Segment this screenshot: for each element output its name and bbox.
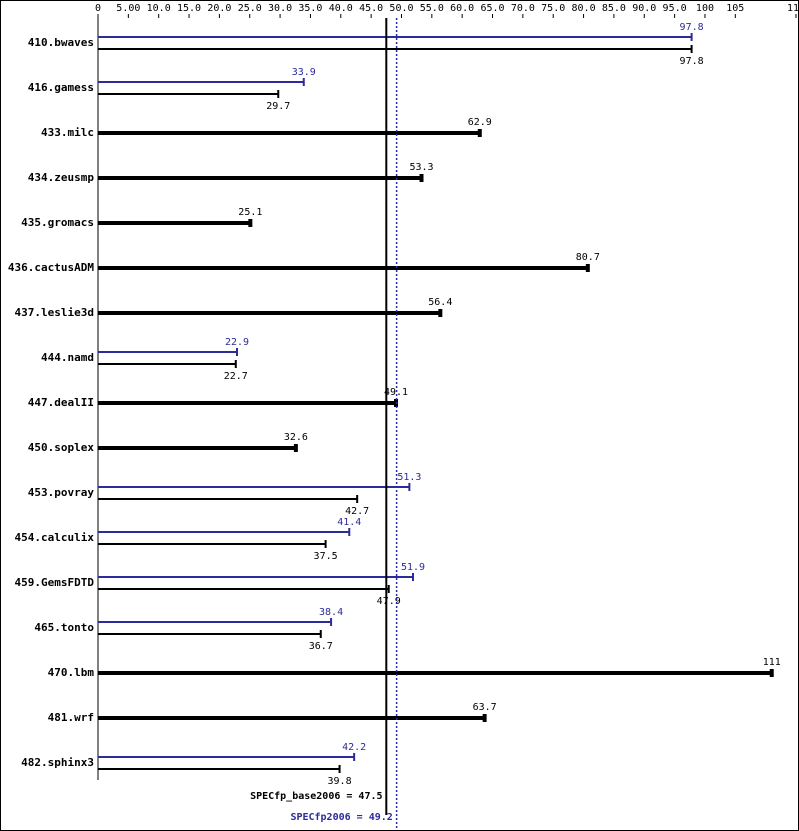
value-label: 42.7 — [345, 506, 369, 517]
x-tick-label: 10.0 — [147, 3, 171, 14]
bar — [98, 45, 693, 53]
x-tick-label: 65.0 — [480, 3, 504, 14]
x-tick-label: 20.0 — [207, 3, 231, 14]
x-tick-label: 55.0 — [420, 3, 444, 14]
value-label: 22.9 — [225, 337, 249, 348]
category-label: 433.milc — [41, 126, 94, 139]
value-label: 51.9 — [401, 562, 425, 573]
x-tick-label: 75.0 — [541, 3, 565, 14]
value-label: 41.4 — [337, 517, 361, 528]
x-tick-label: 70.0 — [511, 3, 535, 14]
category-label: 444.namd — [41, 351, 94, 364]
x-tick-label: 50.0 — [389, 3, 413, 14]
x-tick-label: 15.0 — [177, 3, 201, 14]
bar — [98, 753, 356, 761]
bar — [98, 540, 327, 548]
category-label: 459.GemsFDTD — [15, 576, 95, 589]
value-label: 63.7 — [473, 702, 497, 713]
category-label: 453.povray — [28, 486, 95, 499]
category-label: 481.wrf — [48, 711, 94, 724]
value-label: 53.3 — [409, 162, 433, 173]
x-tick-label: 85.0 — [602, 3, 626, 14]
x-tick-label: 40.0 — [329, 3, 353, 14]
value-label: 111 — [763, 657, 781, 668]
value-label: 51.3 — [397, 472, 421, 483]
bar — [98, 33, 693, 41]
bar — [98, 78, 305, 86]
bar — [98, 444, 298, 452]
bar — [98, 618, 333, 626]
category-label: 435.gromacs — [21, 216, 94, 229]
bar — [98, 264, 590, 272]
value-label: 37.5 — [314, 551, 338, 562]
x-tick-label: 105 — [726, 3, 744, 14]
category-label: 482.sphinx3 — [21, 756, 94, 769]
value-label: 97.8 — [680, 56, 704, 67]
x-tick-label: 0 — [95, 3, 101, 14]
value-label: 47.9 — [377, 596, 401, 607]
x-tick-label: 30.0 — [268, 3, 292, 14]
category-label: 454.calculix — [15, 531, 95, 544]
category-label: 434.zeusmp — [28, 171, 95, 184]
bar — [98, 495, 359, 503]
value-label: 29.7 — [266, 101, 290, 112]
category-label: 410.bwaves — [28, 36, 94, 49]
x-tick-label: 45.0 — [359, 3, 383, 14]
bar — [98, 669, 774, 677]
x-tick-label: 35.0 — [298, 3, 322, 14]
bar — [98, 585, 390, 593]
x-tick-label: 80.0 — [572, 3, 596, 14]
x-tick-label: 90.0 — [632, 3, 656, 14]
value-label: 25.1 — [238, 207, 262, 218]
value-label: 49.1 — [384, 387, 408, 398]
bar — [98, 129, 482, 137]
bar — [98, 714, 487, 722]
x-tick-label: 95.0 — [663, 3, 687, 14]
category-label: 437.leslie3d — [15, 306, 94, 319]
bar — [98, 528, 351, 536]
x-tick-label: 60.0 — [450, 3, 474, 14]
value-label: 62.9 — [468, 117, 492, 128]
category-label: 416.gamess — [28, 81, 94, 94]
value-label: 22.7 — [224, 371, 248, 382]
bar — [98, 174, 424, 182]
value-label: 56.4 — [428, 297, 452, 308]
category-label: 436.cactusADM — [8, 261, 94, 274]
bar — [98, 573, 415, 581]
value-label: 97.8 — [680, 22, 704, 33]
bar — [98, 348, 238, 356]
bar — [98, 309, 443, 317]
bar — [98, 765, 341, 773]
value-label: 39.8 — [328, 776, 352, 787]
category-label: 470.lbm — [48, 666, 95, 679]
bar — [98, 360, 237, 368]
value-label: 33.9 — [292, 67, 316, 78]
x-tick-label: 25.0 — [238, 3, 262, 14]
x-tick-label: 115 — [787, 3, 799, 14]
reference-label: SPECfp_base2006 = 47.5 — [250, 791, 382, 802]
x-tick-label: 100 — [696, 3, 714, 14]
category-label: 465.tonto — [34, 621, 94, 634]
x-tick-label: 5.00 — [116, 3, 140, 14]
bar — [98, 219, 253, 227]
category-label: 450.soplex — [28, 441, 95, 454]
value-label: 80.7 — [576, 252, 600, 263]
value-label: 32.6 — [284, 432, 308, 443]
reference-label: SPECfp2006 = 49.2 — [290, 812, 392, 823]
bar — [98, 630, 322, 638]
category-label: 447.dealII — [28, 396, 94, 409]
value-label: 42.2 — [342, 742, 366, 753]
bar — [98, 90, 280, 98]
value-label: 38.4 — [319, 607, 343, 618]
value-label: 36.7 — [309, 641, 333, 652]
bar — [98, 483, 411, 491]
